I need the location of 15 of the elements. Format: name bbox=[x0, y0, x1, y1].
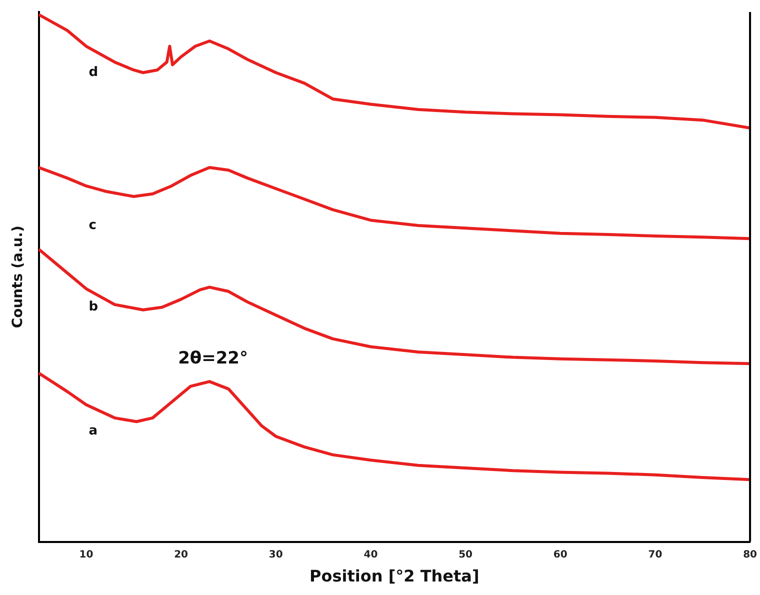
series-label: a bbox=[88, 423, 98, 438]
annotation: 2θ=22° bbox=[178, 348, 248, 368]
x-tick-label: 10 bbox=[79, 549, 94, 560]
x-tick-label: 20 bbox=[174, 549, 188, 560]
x-tick-label: 30 bbox=[268, 549, 283, 560]
series-label: b bbox=[88, 300, 98, 315]
y-axis-title: Counts (a.u.) bbox=[10, 226, 26, 328]
text: c bbox=[88, 218, 97, 233]
x-axis-title: Position [°2 Theta] bbox=[310, 566, 480, 586]
x-tick-label: 60 bbox=[553, 549, 568, 560]
x-tick-label: 50 bbox=[458, 549, 473, 560]
series-label: d bbox=[88, 65, 98, 80]
x-tick-label: 70 bbox=[648, 549, 662, 560]
x-tick-label: 40 bbox=[364, 549, 378, 560]
x-tick-label: 80 bbox=[743, 549, 758, 560]
